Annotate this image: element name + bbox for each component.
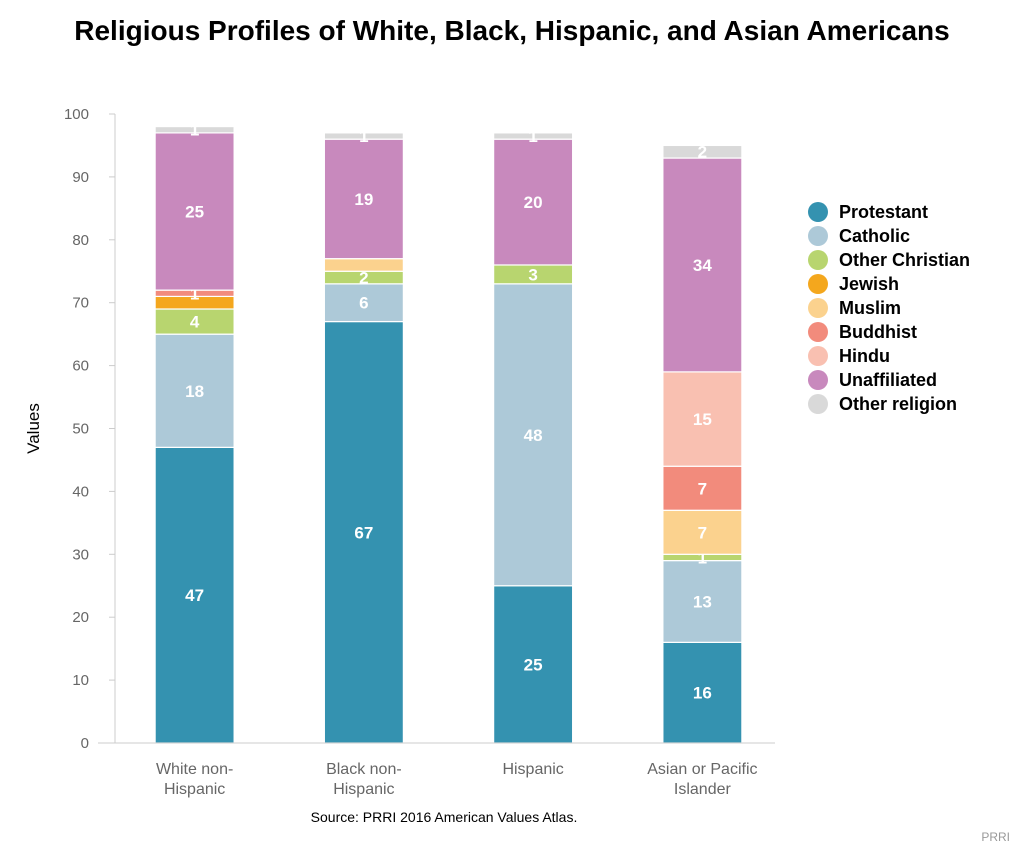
data-label: 1 bbox=[528, 127, 537, 146]
data-label: 1 bbox=[359, 127, 368, 146]
legend-item: Buddhist bbox=[808, 320, 970, 344]
legend-swatch bbox=[808, 250, 828, 270]
y-tick-label: 20 bbox=[72, 609, 89, 626]
legend-swatch bbox=[808, 274, 828, 294]
legend-label: Unaffiliated bbox=[839, 369, 938, 390]
source-note: Source: PRRI 2016 American Values Atlas. bbox=[310, 809, 578, 825]
data-label: 7 bbox=[698, 479, 707, 498]
data-label: 19 bbox=[354, 190, 373, 209]
legend-item: Catholic bbox=[808, 224, 970, 248]
bar-segment bbox=[493, 138, 574, 266]
bar-segment bbox=[662, 641, 743, 744]
data-label: 1 bbox=[698, 548, 707, 567]
data-label: 1 bbox=[190, 284, 199, 303]
y-tick-label: 90 bbox=[72, 169, 89, 186]
y-tick-label: 50 bbox=[72, 421, 89, 438]
data-label: 13 bbox=[693, 592, 712, 611]
bar-segment bbox=[154, 446, 235, 744]
legend-label: Other religion bbox=[839, 393, 958, 414]
bar-segment bbox=[154, 333, 235, 448]
data-label: 67 bbox=[354, 523, 373, 542]
bar-segment bbox=[323, 283, 404, 323]
y-axis-label: Values bbox=[24, 403, 43, 454]
y-tick-label: 70 bbox=[72, 295, 89, 312]
data-label: 7 bbox=[698, 523, 707, 542]
bar-segment bbox=[662, 559, 743, 643]
bar-segment bbox=[493, 132, 574, 140]
legend-label: Muslim bbox=[839, 297, 902, 318]
legend-label: Catholic bbox=[839, 225, 911, 246]
bar-segment bbox=[662, 144, 743, 159]
y-tick-label: 40 bbox=[72, 483, 89, 500]
legend-label: Other Christian bbox=[839, 249, 971, 270]
legend-item: Muslim bbox=[808, 296, 970, 320]
data-label: 25 bbox=[524, 655, 543, 674]
legend-swatch bbox=[808, 226, 828, 246]
legend-swatch bbox=[808, 346, 828, 366]
bar-segment bbox=[662, 509, 743, 555]
data-label: 15 bbox=[693, 410, 712, 429]
x-category-label: Hispanic bbox=[502, 761, 563, 778]
data-label: 20 bbox=[524, 193, 543, 212]
data-label: 34 bbox=[693, 256, 712, 275]
data-label: 47 bbox=[185, 586, 204, 605]
x-category-label: White non-Hispanic bbox=[156, 761, 233, 798]
data-label: 1 bbox=[190, 121, 199, 140]
bar-segment bbox=[662, 157, 743, 373]
legend-item: Hindu bbox=[808, 344, 970, 368]
bar-segment bbox=[323, 320, 404, 744]
legend-item: Protestant bbox=[808, 200, 970, 224]
legend-item: Unaffiliated bbox=[808, 368, 970, 392]
data-label: 25 bbox=[185, 202, 204, 221]
bar-segment bbox=[493, 585, 574, 744]
y-tick-label: 0 bbox=[81, 735, 89, 752]
legend: Protestant Catholic Other Christian Jewish M… bbox=[808, 200, 970, 416]
legend-label: Hindu bbox=[839, 345, 890, 366]
legend-label: Jewish bbox=[839, 273, 900, 294]
bar-segment bbox=[323, 258, 404, 272]
legend-swatch bbox=[808, 370, 828, 390]
bar-segment bbox=[323, 138, 404, 260]
y-tick-label: 10 bbox=[72, 672, 89, 689]
legend-item: Other Christian bbox=[808, 248, 970, 272]
data-label: 6 bbox=[359, 294, 368, 313]
y-tick-label: 80 bbox=[72, 232, 89, 249]
bar-segment bbox=[323, 132, 404, 140]
legend-swatch bbox=[808, 322, 828, 342]
legend-label: Buddhist bbox=[839, 321, 917, 342]
legend-swatch bbox=[808, 202, 828, 222]
data-label: 48 bbox=[524, 426, 543, 445]
data-label: 16 bbox=[693, 684, 712, 703]
legend-item: Jewish bbox=[808, 272, 970, 296]
data-label: 2 bbox=[698, 143, 707, 162]
legend-swatch bbox=[808, 298, 828, 318]
x-category-label: Black non-Hispanic bbox=[326, 761, 402, 798]
legend-swatch bbox=[808, 394, 828, 414]
bar-segment bbox=[154, 308, 235, 335]
credit-text: PRRI bbox=[981, 830, 1010, 844]
x-category-label: Asian or Pacific Islander bbox=[647, 761, 757, 798]
y-tick-label: 100 bbox=[64, 106, 89, 123]
bar-segment bbox=[154, 132, 235, 291]
data-label: 18 bbox=[185, 382, 204, 401]
data-label: 2 bbox=[359, 269, 368, 288]
bar-segment bbox=[154, 125, 235, 134]
legend-item: Other religion bbox=[808, 392, 970, 416]
data-label: 3 bbox=[528, 265, 537, 284]
data-label: 4 bbox=[190, 313, 200, 332]
bar-segment bbox=[662, 371, 743, 467]
bar-segment bbox=[493, 283, 574, 587]
chart-title: Religious Profiles of White, Black, Hisp… bbox=[74, 15, 950, 46]
y-tick-label: 60 bbox=[72, 358, 89, 375]
y-tick-label: 30 bbox=[72, 546, 89, 563]
legend-label: Protestant bbox=[839, 201, 929, 222]
